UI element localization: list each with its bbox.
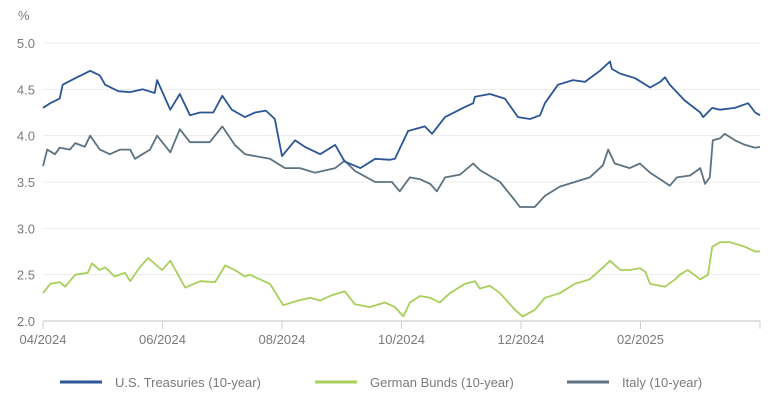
y-tick-label: 4.0 (17, 129, 35, 144)
legend-item: German Bunds (10-year) (315, 375, 514, 390)
series-line-2 (42, 125, 761, 208)
y-tick-label: 3.0 (17, 221, 35, 236)
legend: U.S. Treasuries (10-year) German Bunds (1… (60, 375, 702, 390)
y-axis-unit-label: % (18, 8, 30, 23)
series-lines (42, 60, 761, 318)
y-tick-label: 5.0 (17, 36, 35, 51)
y-tick-label: 2.5 (17, 268, 35, 283)
x-axis-ticks: 04/2024 06/2024 08/2024 10/2024 12/2024 02/20… (20, 321, 761, 347)
series-line-0 (42, 60, 761, 169)
legend-label: German Bunds (10-year) (370, 375, 514, 390)
legend-label: U.S. Treasuries (10-year) (115, 375, 261, 390)
x-tick-label: 04/2024 (20, 332, 67, 347)
x-tick-label: 08/2024 (259, 332, 306, 347)
x-tick-label: 12/2024 (498, 332, 545, 347)
legend-item: U.S. Treasuries (10-year) (60, 375, 261, 390)
x-tick-label: 10/2024 (378, 332, 425, 347)
series-line-1 (42, 241, 760, 318)
x-tick-label: 02/2025 (617, 332, 664, 347)
y-tick-label: 4.5 (17, 82, 35, 97)
gridlines (43, 42, 760, 322)
y-axis-ticks: 5.0 4.5 4.0 3.5 3.0 2.5 2.0 (17, 36, 35, 329)
x-tick-label: 06/2024 (139, 332, 186, 347)
legend-label: Italy (10-year) (622, 375, 702, 390)
y-tick-label: 2.0 (17, 314, 35, 329)
legend-item: Italy (10-year) (567, 375, 702, 390)
y-tick-label: 3.5 (17, 175, 35, 190)
